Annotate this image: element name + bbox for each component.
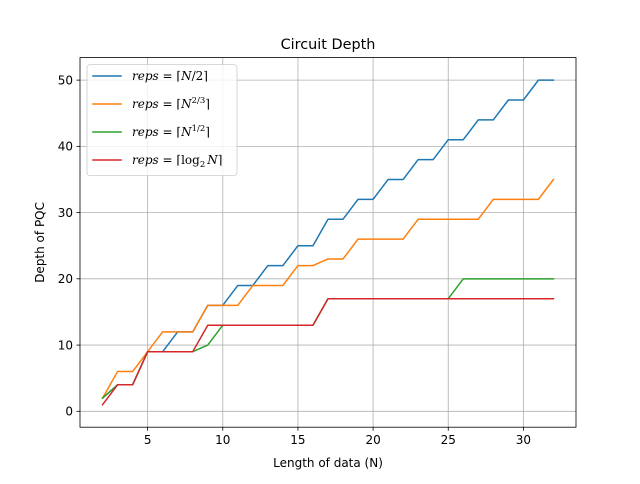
- legend-label-3: reps = ⌈N1/2⌉: [132, 124, 210, 139]
- series-line-2: [101, 178, 555, 400]
- legend-entry-4: reps = ⌈log2 N⌉: [92, 153, 222, 170]
- chart-title: Circuit Depth: [281, 37, 376, 53]
- y-tick-label: 40: [58, 140, 73, 154]
- legend-label-2: reps = ⌈N2/3⌉: [132, 96, 210, 111]
- legend-entry-1: reps = ⌈N/2⌉: [92, 69, 208, 83]
- y-tick-label: 10: [58, 338, 73, 352]
- legend-label-1: reps = ⌈N/2⌉: [132, 69, 208, 83]
- legend-label-4: reps = ⌈log2 N⌉: [132, 153, 222, 170]
- y-tick-label: 50: [58, 73, 73, 87]
- legend: reps = ⌈N/2⌉ reps = ⌈N2/3⌉ reps = ⌈N1/2⌉…: [86, 64, 238, 176]
- y-tick-label: 0: [65, 405, 73, 419]
- x-tick-label: 15: [290, 433, 305, 447]
- legend-entry-2: reps = ⌈N2/3⌉: [92, 96, 210, 111]
- x-tick-label: 25: [441, 433, 456, 447]
- axis-ticks: 5 10 15 20 25 30 0 10 20 30 40 50: [58, 73, 531, 447]
- x-tick-label: 10: [215, 433, 230, 447]
- x-tick-label: 5: [144, 433, 152, 447]
- y-tick-label: 30: [58, 206, 73, 220]
- series-line-4: [101, 297, 555, 406]
- x-tick-label: 20: [365, 433, 380, 447]
- legend-box: [86, 64, 238, 176]
- x-axis-label: Length of data (N): [273, 456, 383, 470]
- plot-frame: [79, 57, 577, 428]
- y-tick-label: 20: [58, 272, 73, 286]
- y-axis-label: Depth of PQC: [33, 202, 47, 283]
- series-lines: [101, 79, 555, 406]
- x-tick-label: 30: [516, 433, 531, 447]
- legend-entry-3: reps = ⌈N1/2⌉: [92, 124, 210, 139]
- grid-lines: [80, 57, 576, 428]
